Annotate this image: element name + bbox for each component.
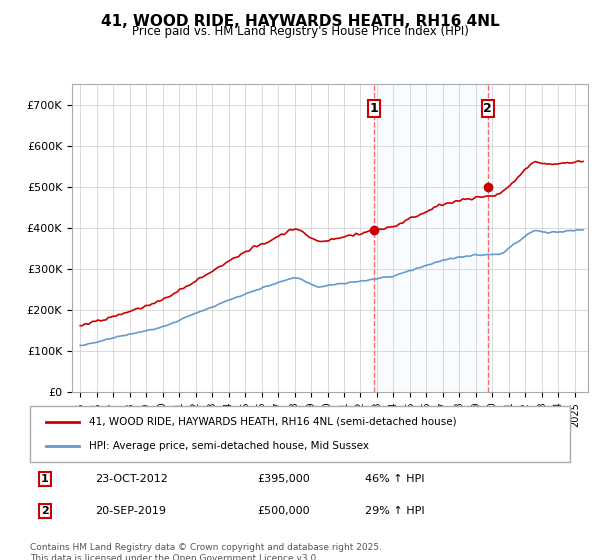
Text: 1: 1 [370, 102, 378, 115]
Text: 46% ↑ HPI: 46% ↑ HPI [365, 474, 424, 484]
Text: 29% ↑ HPI: 29% ↑ HPI [365, 506, 424, 516]
Text: £395,000: £395,000 [257, 474, 310, 484]
Text: 1: 1 [41, 474, 49, 484]
Text: 23-OCT-2012: 23-OCT-2012 [95, 474, 167, 484]
Text: £500,000: £500,000 [257, 506, 310, 516]
Text: 2: 2 [484, 102, 492, 115]
Text: 20-SEP-2019: 20-SEP-2019 [95, 506, 166, 516]
Text: Contains HM Land Registry data © Crown copyright and database right 2025.
This d: Contains HM Land Registry data © Crown c… [30, 543, 382, 560]
Text: HPI: Average price, semi-detached house, Mid Sussex: HPI: Average price, semi-detached house,… [89, 441, 370, 451]
Text: Price paid vs. HM Land Registry's House Price Index (HPI): Price paid vs. HM Land Registry's House … [131, 25, 469, 38]
Text: 41, WOOD RIDE, HAYWARDS HEATH, RH16 4NL: 41, WOOD RIDE, HAYWARDS HEATH, RH16 4NL [101, 14, 499, 29]
FancyBboxPatch shape [30, 406, 570, 462]
Text: 41, WOOD RIDE, HAYWARDS HEATH, RH16 4NL (semi-detached house): 41, WOOD RIDE, HAYWARDS HEATH, RH16 4NL … [89, 417, 457, 427]
Bar [374, 84, 488, 392]
Text: 2: 2 [41, 506, 49, 516]
